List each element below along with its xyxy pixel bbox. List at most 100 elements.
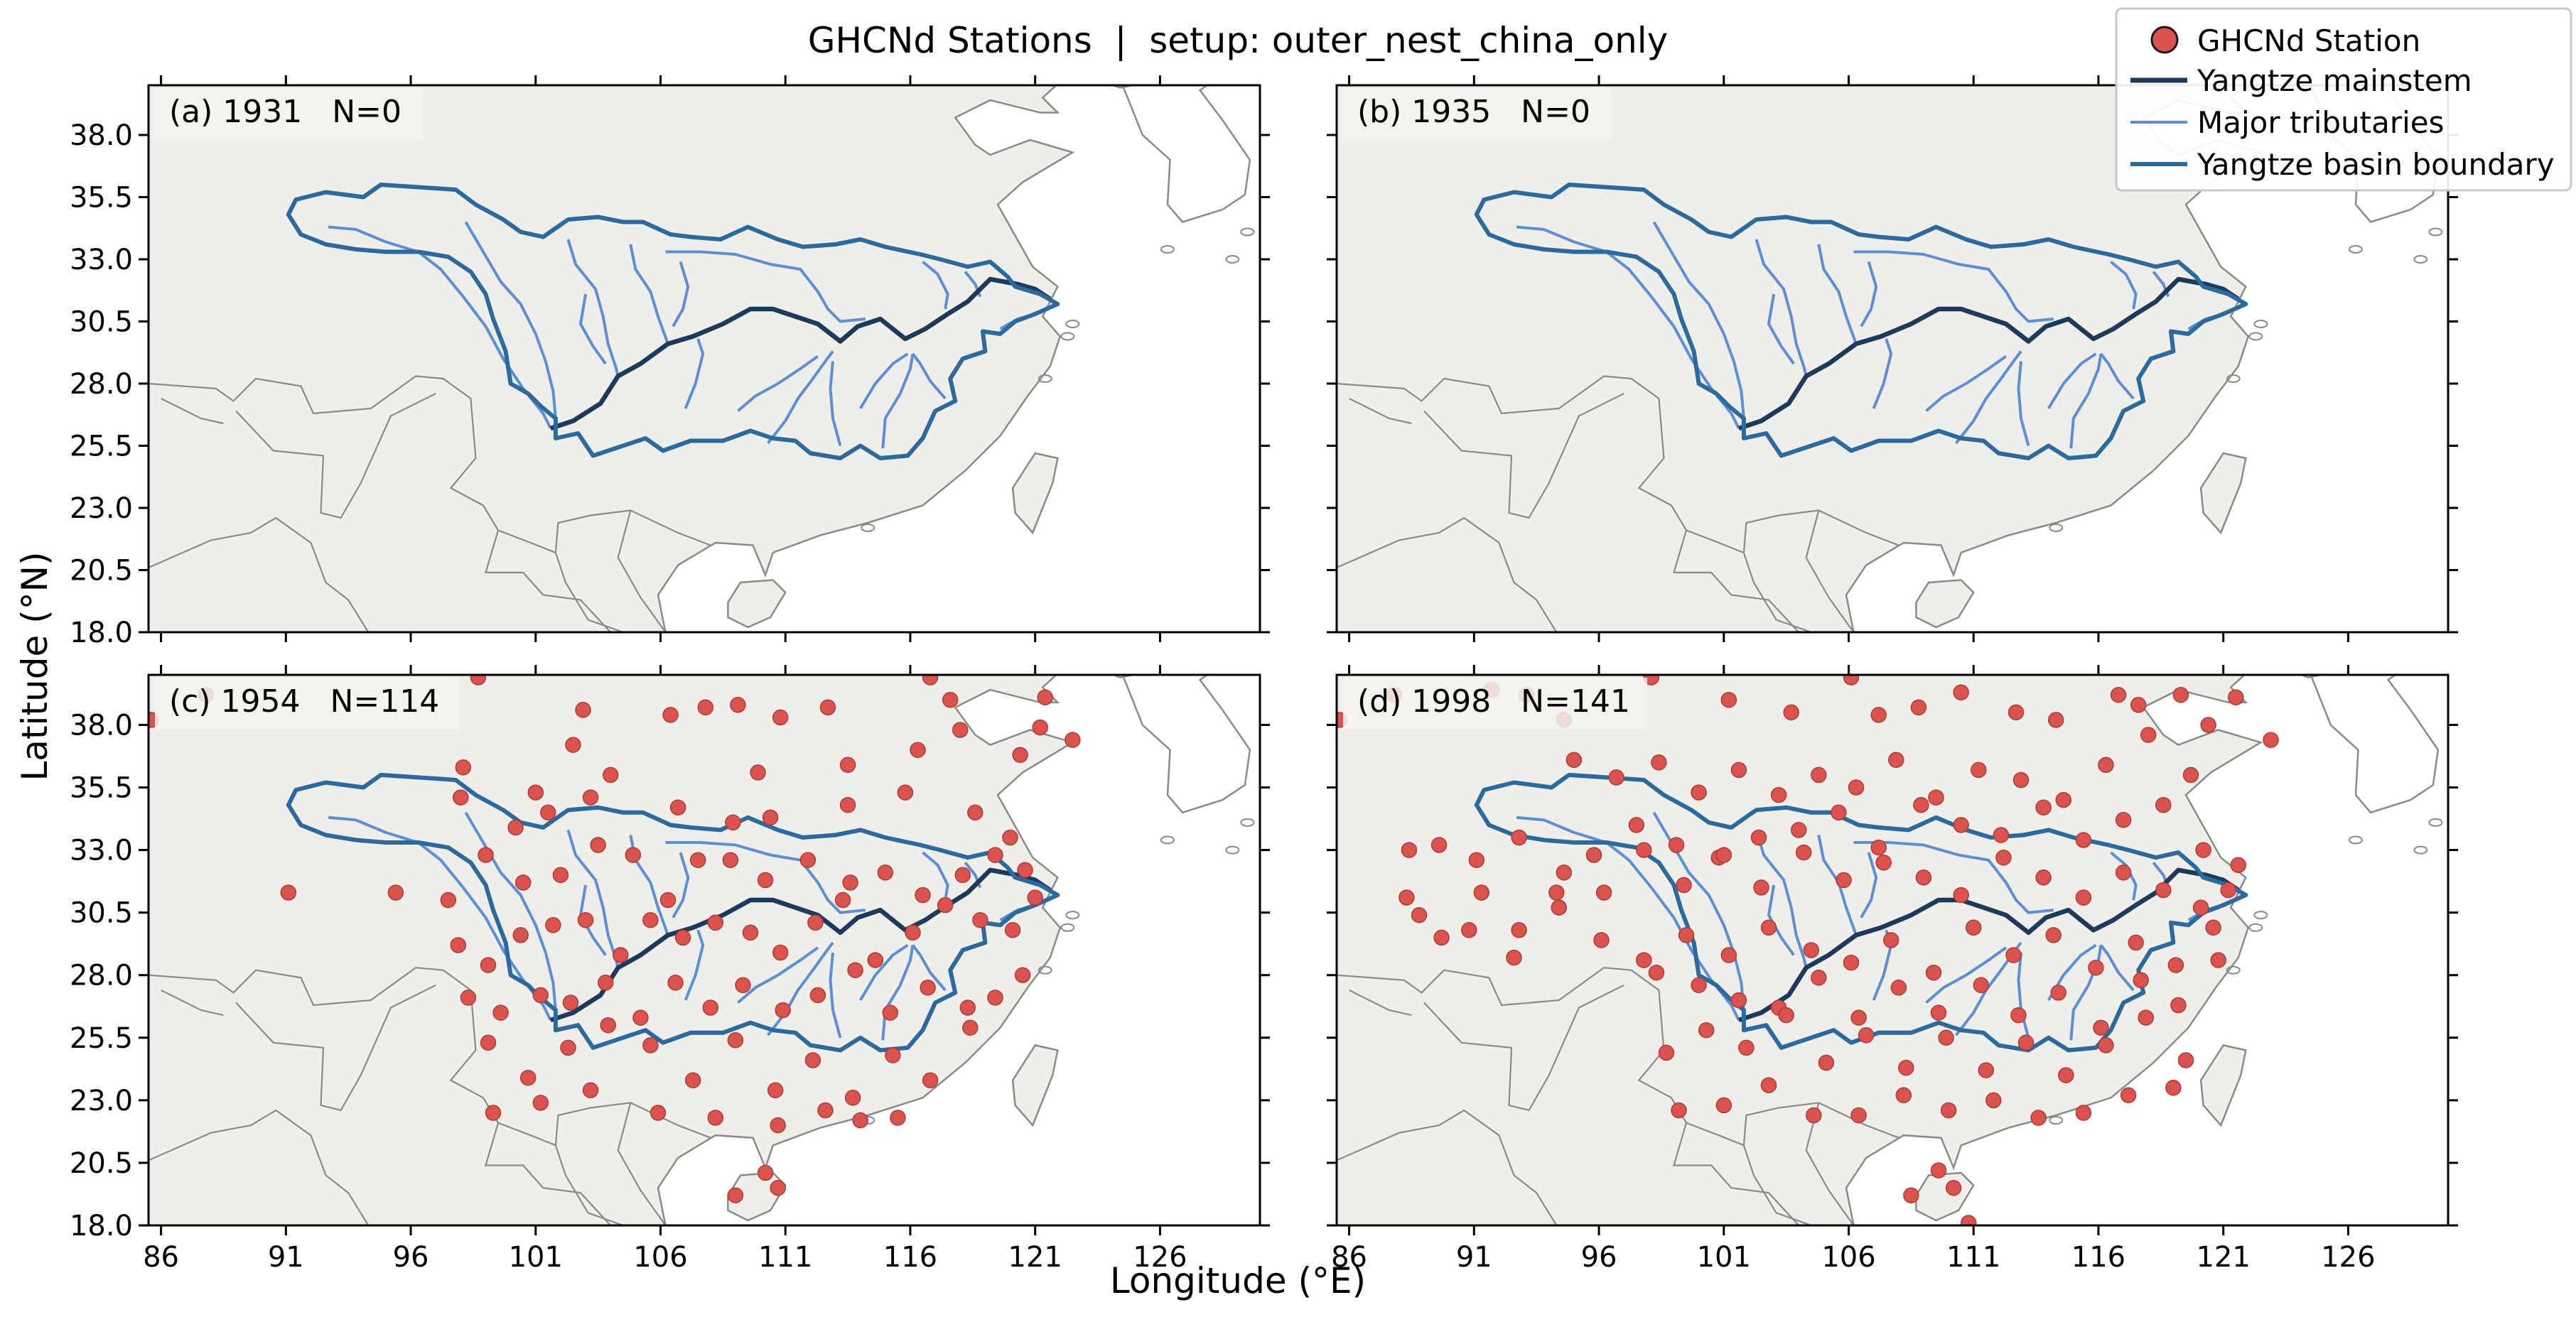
station-point	[2008, 704, 2025, 721]
tributary-line	[672, 852, 690, 919]
country-border	[1349, 398, 1412, 425]
small-island	[1038, 374, 1052, 383]
tributary-line	[2110, 260, 2138, 310]
panel-frame	[1335, 673, 2450, 1227]
station-point	[674, 929, 691, 946]
station-point	[478, 847, 494, 863]
station-point	[1004, 922, 1021, 938]
station-point	[727, 1032, 744, 1049]
station-point	[1790, 822, 1807, 838]
panel-frame	[1335, 84, 2450, 634]
station-point	[2047, 712, 2064, 728]
x-tick-label: 111	[758, 1241, 812, 1274]
station-point	[1027, 889, 1043, 906]
station-point	[1993, 827, 2010, 843]
tributary-line	[2069, 353, 2103, 449]
station-point	[1811, 766, 1827, 784]
legend-label-station: GHCNd Station	[2197, 23, 2420, 58]
station-point	[807, 914, 824, 931]
station-point	[527, 784, 544, 801]
station-point	[2155, 796, 2172, 813]
station-point	[2130, 697, 2147, 713]
small-island	[1225, 255, 1240, 264]
station-point	[1698, 1022, 1715, 1039]
station-point	[1811, 970, 1827, 986]
station-point	[2263, 732, 2279, 748]
station-point	[910, 742, 926, 758]
map-layers	[149, 675, 1260, 1225]
tributary-line	[1853, 250, 2054, 323]
country-border	[235, 984, 436, 1112]
small-island	[1160, 245, 1175, 254]
station-point	[2110, 686, 2127, 703]
station-point	[877, 865, 894, 881]
station-point	[2055, 791, 2072, 808]
station-point	[1668, 837, 1685, 853]
legend-label-mainstem: Yangtze mainstem	[2197, 63, 2472, 98]
station-point	[762, 809, 779, 826]
tributary-line	[2099, 352, 2135, 400]
small-island	[2413, 255, 2428, 264]
tributary-line	[881, 353, 915, 449]
station-point	[1888, 752, 1904, 769]
station-point	[2172, 686, 2189, 703]
station-point	[2220, 882, 2236, 899]
y-tick-label: 28.0	[70, 368, 133, 401]
y-tick-label: 23.0	[70, 492, 133, 525]
station-point	[387, 884, 404, 901]
station-point	[725, 814, 741, 831]
small-island	[1060, 332, 1075, 341]
station-point	[1882, 932, 1899, 948]
x-tick-label: 101	[1697, 1241, 1751, 1274]
station-point	[2050, 985, 2066, 1001]
small-island	[1240, 818, 1255, 827]
station-point	[470, 675, 487, 686]
panel-d-label-box	[1343, 678, 1647, 729]
station-point	[844, 1090, 861, 1106]
station-point	[905, 924, 921, 941]
station-point	[1836, 872, 1852, 889]
station-point	[922, 675, 939, 686]
station-point	[770, 1179, 786, 1196]
station-point	[2075, 889, 2092, 906]
station-point	[804, 1052, 821, 1068]
taiwan-island	[1011, 1044, 1059, 1127]
station-point	[742, 924, 759, 941]
station-point	[2075, 1105, 2092, 1121]
station-point	[2195, 842, 2211, 858]
x-tick-label: 86	[143, 1241, 179, 1274]
station-point	[492, 1004, 509, 1021]
station-point	[1506, 949, 1522, 966]
tributary-line	[829, 952, 842, 1039]
station-point	[1651, 754, 1667, 771]
taiwan-island	[2199, 452, 2247, 535]
sea-area	[1846, 85, 2448, 632]
country-border	[1805, 1102, 1855, 1225]
station-point	[942, 691, 959, 708]
station-point	[2115, 812, 2132, 828]
station-point	[2177, 1052, 2194, 1068]
hainan-island	[727, 579, 787, 629]
station-point	[1783, 704, 1799, 721]
station-point	[1636, 842, 1652, 858]
sea-area	[1846, 675, 2448, 1225]
station-point	[597, 975, 614, 991]
station-point	[962, 1019, 979, 1036]
x-tick-label: 126	[1133, 1241, 1187, 1274]
station-point	[987, 847, 1003, 863]
station-point	[2012, 771, 2030, 789]
station-point	[1548, 884, 1565, 901]
station-point	[600, 1017, 616, 1034]
station-point	[2205, 919, 2221, 936]
station-point	[519, 1069, 537, 1086]
station-point	[460, 990, 477, 1006]
x-tick-label: 116	[883, 1241, 937, 1274]
small-island	[1160, 835, 1175, 845]
figure-title: GHCNd Stations | setup: outer_nest_china…	[808, 20, 1669, 61]
station-point	[565, 737, 581, 753]
small-island	[1240, 227, 1255, 237]
tributary-line	[1755, 239, 1808, 376]
station-point	[2030, 1110, 2047, 1126]
station-point	[1676, 877, 1692, 894]
station-point	[1012, 747, 1028, 763]
